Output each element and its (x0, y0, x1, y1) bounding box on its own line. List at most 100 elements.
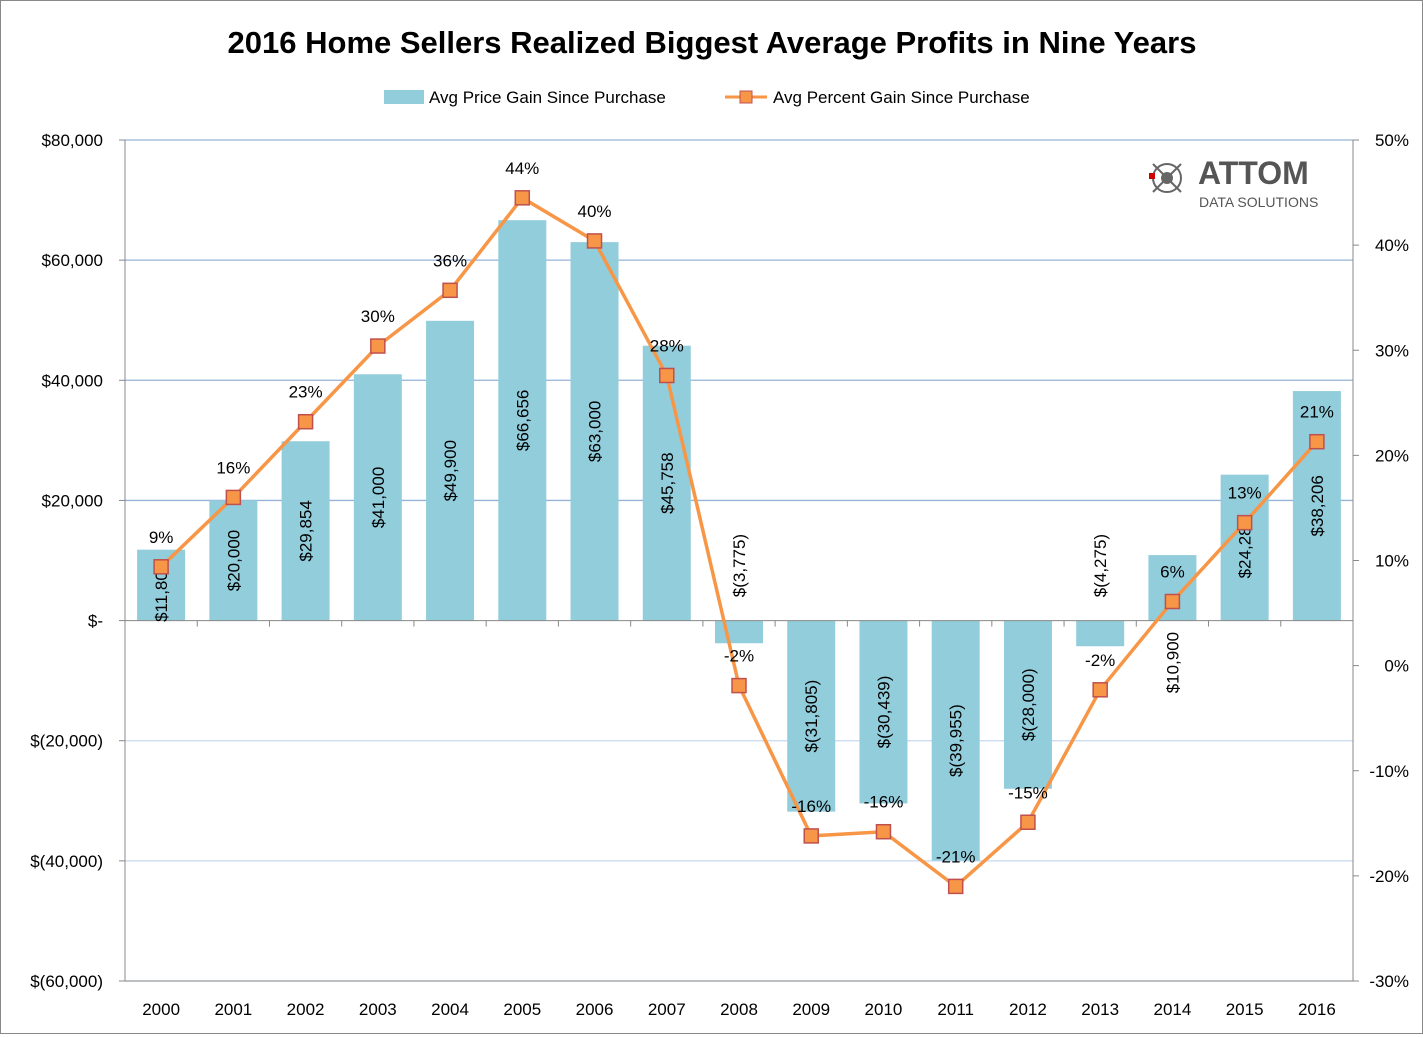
percent-data-label: 28% (650, 336, 684, 355)
bar (931, 620, 980, 861)
percent-marker (875, 823, 892, 840)
bar-data-label: $10,900 (1163, 632, 1182, 693)
bar (426, 320, 475, 621)
bar (1292, 391, 1341, 621)
bars (137, 220, 1341, 861)
category-label: 2012 (1009, 1000, 1047, 1019)
percent-marker (731, 677, 747, 694)
left-tick-label: $- (88, 612, 103, 631)
bar (859, 620, 908, 804)
legend: Avg Price Gain Since Purchase Avg Percen… (384, 88, 1030, 107)
bar (1003, 620, 1052, 789)
bar-data-label: $(39,955) (947, 704, 966, 777)
gridlines (125, 139, 1353, 982)
bar-data-label: $11,800 (152, 562, 171, 622)
percent-data-label: 44% (505, 159, 539, 178)
percent-data-label: 21% (1300, 403, 1334, 422)
legend-line-marker (739, 90, 753, 104)
bar (1076, 620, 1125, 647)
chart-title: 2016 Home Sellers Realized Biggest Avera… (228, 25, 1197, 60)
bar (715, 620, 763, 644)
right-tick-label: 10% (1375, 552, 1409, 571)
percent-marker (370, 338, 386, 354)
percent-marker (1020, 814, 1036, 831)
right-tick-label: 0% (1384, 657, 1409, 676)
category-label: 2002 (287, 1000, 325, 1019)
logo-network-icon (1149, 163, 1182, 193)
right-tick-label: -10% (1369, 762, 1409, 781)
percent-data-label: 30% (361, 307, 395, 326)
percent-marker (1164, 593, 1181, 610)
bar (1220, 474, 1269, 621)
percent-data-label: 40% (578, 202, 612, 221)
percent-data-label: 36% (433, 251, 467, 270)
bar (281, 441, 330, 621)
bar-data-label: $(30,439) (874, 676, 893, 749)
percent-data-label: 9% (149, 528, 174, 547)
bar-data-label: $20,000 (224, 530, 243, 591)
category-label: 2011 (937, 1000, 974, 1019)
percent-data-label: -15% (1008, 783, 1048, 802)
bar (642, 345, 691, 621)
right-tick-label: -20% (1369, 867, 1409, 886)
bar-data-label: $(3,775) (730, 534, 749, 597)
bar-data-label: $38,206 (1308, 475, 1327, 536)
bar-data-label: $49,900 (441, 440, 460, 501)
category-label: 2004 (431, 1000, 469, 1019)
percent-data-label: -21% (936, 847, 976, 866)
right-tick-label: 20% (1375, 446, 1409, 465)
right-tick-label: -30% (1369, 972, 1409, 991)
bar-data-label: $29,854 (297, 500, 316, 561)
tick-labels: $80,000 $60,000 $40,000 $20,000 $- $(20,000) $… (30, 131, 1409, 1019)
percent-data-label: -2% (1085, 651, 1115, 670)
left-tick-label: $(60,000) (30, 972, 103, 991)
legend-bar-swatch (384, 90, 424, 104)
bar-data-label: $41,000 (369, 467, 388, 528)
percent-data-label: -16% (791, 797, 831, 816)
category-label: 2006 (576, 1000, 614, 1019)
percent-line: 9% 16% 23% 30% 36% 44% 40% 28% -2% -16% -16% -21% -1… (149, 159, 1334, 895)
left-tick-label: $40,000 (42, 371, 103, 390)
right-tick-label: 40% (1375, 236, 1409, 255)
percent-marker (1092, 682, 1108, 698)
percent-data-label: 23% (289, 383, 323, 402)
bar (353, 374, 402, 621)
right-tick-label: 30% (1375, 341, 1409, 360)
left-tick-label: $20,000 (42, 491, 103, 510)
logo-name: ATTOM (1198, 155, 1309, 191)
bar-data-label: $(28,000) (1019, 668, 1038, 741)
bar-data-label: $24,288 (1236, 517, 1255, 578)
bar-data-label: $(31,805) (802, 680, 821, 753)
percent-marker (225, 489, 242, 506)
percent-marker (947, 878, 964, 895)
percent-marker (1236, 514, 1253, 531)
left-tick-label: $80,000 (42, 131, 103, 150)
percent-marker (514, 190, 531, 206)
percent-marker (803, 828, 819, 844)
bar-data-label: $66,656 (513, 390, 532, 451)
percent-data-label: -16% (864, 793, 904, 812)
percent-marker (1309, 433, 1325, 450)
category-label: 2015 (1226, 1000, 1264, 1019)
percent-data-label: 16% (216, 458, 250, 477)
category-label: 2009 (792, 1000, 830, 1019)
category-label: 2014 (1153, 1000, 1191, 1019)
category-label: 2000 (142, 1000, 180, 1019)
right-tick-label: 50% (1375, 131, 1409, 150)
bar (1148, 555, 1197, 621)
bar-data-label: $45,758 (658, 452, 677, 513)
bar-data-label: $63,000 (586, 401, 605, 462)
category-label: 2005 (503, 1000, 541, 1019)
legend-bar-label: Avg Price Gain Since Purchase (429, 88, 666, 107)
category-label: 2003 (359, 1000, 397, 1019)
category-label: 2016 (1298, 1000, 1336, 1019)
bar (787, 620, 836, 812)
percent-data-label: 6% (1160, 562, 1185, 581)
logo-sub: DATA SOLUTIONS (1199, 194, 1318, 210)
percent-marker (297, 413, 314, 430)
category-label: 2010 (865, 1000, 903, 1019)
left-tick-label: $60,000 (42, 251, 103, 270)
percent-marker (659, 367, 675, 384)
